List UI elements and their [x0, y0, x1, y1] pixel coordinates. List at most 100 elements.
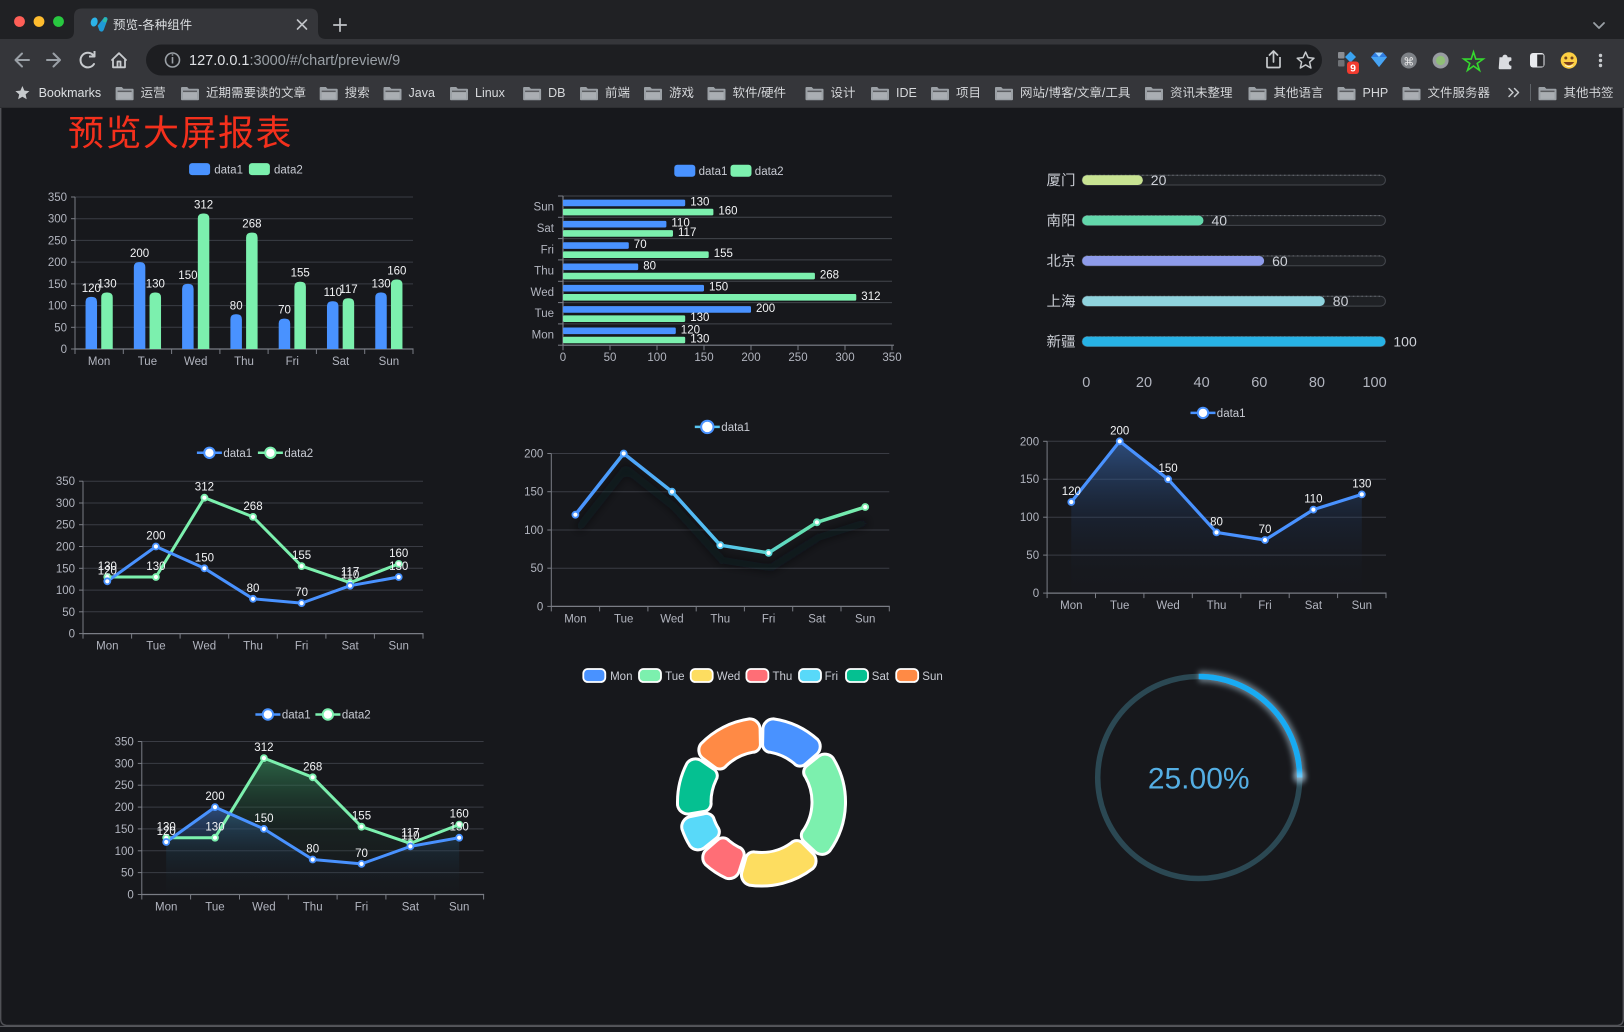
svg-text:150: 150	[1020, 474, 1039, 486]
svg-text:Sun: Sun	[534, 202, 554, 214]
svg-text:50: 50	[1026, 550, 1039, 562]
svg-text:120: 120	[681, 324, 700, 336]
svg-text:0: 0	[127, 890, 133, 902]
svg-text:200: 200	[741, 352, 760, 364]
svg-text:Sun: Sun	[1352, 600, 1372, 612]
svg-text:268: 268	[243, 501, 262, 513]
svg-text:268: 268	[242, 219, 261, 231]
svg-text:Mon: Mon	[532, 330, 554, 342]
svg-text:100: 100	[647, 352, 666, 364]
svg-text:160: 160	[387, 266, 406, 278]
svg-text:200: 200	[56, 542, 75, 554]
svg-text:80: 80	[643, 260, 656, 272]
svg-text:Thu: Thu	[710, 613, 730, 625]
svg-text:100: 100	[1393, 334, 1417, 350]
svg-text:117: 117	[678, 227, 696, 239]
svg-text:70: 70	[634, 239, 647, 251]
svg-text:data2: data2	[274, 165, 303, 177]
svg-text:312: 312	[195, 482, 214, 494]
svg-text:50: 50	[121, 868, 134, 880]
svg-text:200: 200	[115, 802, 134, 814]
svg-text:data2: data2	[342, 710, 371, 722]
svg-text:150: 150	[48, 279, 67, 291]
svg-text:/: /	[1102, 86, 1106, 100]
svg-text:268: 268	[820, 270, 839, 282]
svg-text:130: 130	[1352, 478, 1371, 490]
svg-text:300: 300	[48, 214, 67, 226]
svg-text:0: 0	[537, 601, 543, 613]
svg-text:Wed: Wed	[660, 613, 683, 625]
svg-text:Wed: Wed	[252, 902, 275, 914]
svg-text:117: 117	[341, 567, 359, 579]
svg-text:70: 70	[355, 848, 368, 860]
svg-text:Sun: Sun	[449, 902, 469, 914]
svg-text:Thu: Thu	[773, 671, 793, 683]
svg-text:Fri: Fri	[762, 613, 775, 625]
svg-text:40: 40	[1212, 213, 1228, 229]
svg-text:Sun: Sun	[379, 356, 399, 368]
svg-text:155: 155	[291, 268, 310, 280]
svg-text:130: 130	[97, 279, 116, 291]
svg-text:Tue: Tue	[205, 902, 224, 914]
svg-text:350: 350	[56, 476, 75, 488]
svg-text:Bookmarks: Bookmarks	[39, 86, 102, 100]
svg-text:130: 130	[690, 334, 709, 346]
svg-text:/: /	[758, 86, 762, 100]
svg-text:Java: Java	[409, 86, 435, 100]
svg-text:300: 300	[835, 352, 854, 364]
svg-text:155: 155	[292, 550, 311, 562]
svg-text:160: 160	[389, 548, 408, 560]
svg-text:data1: data1	[223, 448, 252, 460]
svg-text:Mon: Mon	[1060, 600, 1082, 612]
svg-text:data2: data2	[755, 166, 784, 178]
svg-text:130: 130	[690, 196, 709, 208]
svg-text:-: -	[138, 18, 142, 32]
svg-text:80: 80	[1309, 375, 1325, 391]
svg-text:Tue: Tue	[146, 641, 165, 653]
svg-text:data1: data1	[721, 422, 750, 434]
svg-text:200: 200	[1110, 425, 1129, 437]
svg-text:Wed: Wed	[193, 641, 216, 653]
svg-text:Thu: Thu	[1207, 600, 1227, 612]
svg-text:100: 100	[48, 301, 67, 313]
svg-text:130: 130	[372, 279, 391, 291]
svg-text:Sat: Sat	[402, 902, 420, 914]
svg-text:100: 100	[56, 585, 75, 597]
svg-text:Thu: Thu	[534, 266, 554, 278]
svg-text:117: 117	[401, 827, 419, 839]
svg-text:312: 312	[861, 291, 880, 303]
svg-text:Tue: Tue	[535, 308, 554, 320]
svg-text:20: 20	[1136, 375, 1152, 391]
svg-text:150: 150	[115, 824, 134, 836]
svg-text:155: 155	[714, 248, 733, 260]
svg-text:Tue: Tue	[138, 356, 157, 368]
svg-text:70: 70	[278, 305, 291, 317]
svg-text:data1: data1	[282, 710, 311, 722]
svg-text:Thu: Thu	[234, 356, 254, 368]
svg-text:Mon: Mon	[155, 902, 177, 914]
svg-text:200: 200	[146, 531, 165, 543]
svg-text:80: 80	[1333, 293, 1349, 309]
svg-text:150: 150	[178, 270, 197, 282]
svg-text:120: 120	[1062, 486, 1081, 498]
svg-text:300: 300	[56, 498, 75, 510]
svg-text:Fri: Fri	[1258, 600, 1271, 612]
svg-text:Wed: Wed	[184, 356, 207, 368]
svg-text:300: 300	[115, 758, 134, 770]
svg-text:150: 150	[254, 813, 273, 825]
svg-text:Thu: Thu	[303, 902, 323, 914]
svg-text:100: 100	[1020, 512, 1039, 524]
svg-text:150: 150	[524, 487, 543, 499]
svg-text:40: 40	[1194, 375, 1210, 391]
svg-text:data1: data1	[1217, 408, 1246, 420]
svg-text:130: 130	[389, 561, 408, 573]
svg-text:Sun: Sun	[388, 641, 408, 653]
svg-text:312: 312	[194, 200, 213, 212]
svg-text:100: 100	[524, 525, 543, 537]
svg-text:200: 200	[48, 257, 67, 269]
svg-text:20: 20	[1151, 172, 1167, 188]
svg-text:150: 150	[694, 352, 713, 364]
svg-text:110: 110	[1304, 494, 1322, 506]
svg-text:312: 312	[254, 742, 273, 754]
svg-text:60: 60	[1251, 375, 1267, 391]
